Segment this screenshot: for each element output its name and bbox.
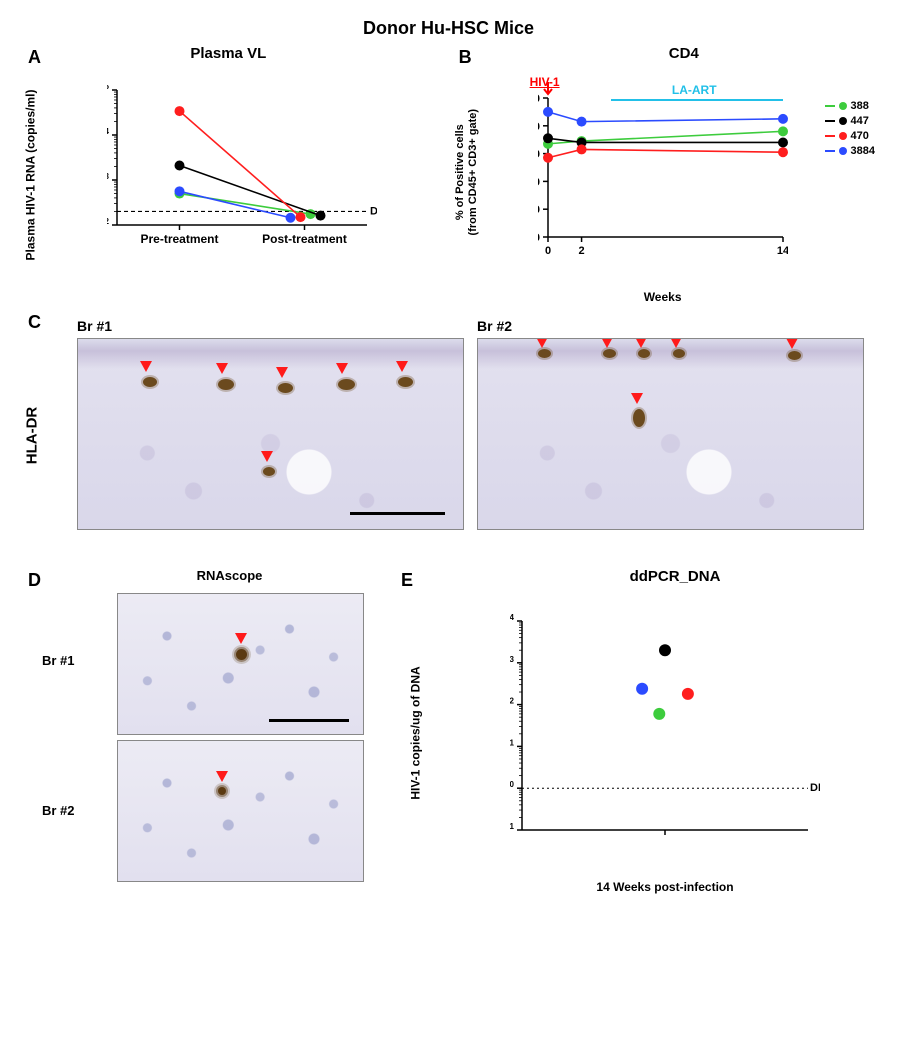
svg-text:0: 0 [545,245,551,257]
panel-c-sidelabel: HLA-DR [24,406,41,464]
legend-item-388: 388 [825,100,875,112]
panel-b: B CD4 % of Positive cells (from CD45+ CD… [453,45,875,300]
c-br2-label: Br #2 [477,318,512,334]
svg-text:103: 103 [107,172,110,187]
svg-text:105: 105 [107,85,110,97]
panel-b-xlabel: Weeks [538,290,788,304]
svg-text:Post-treatment: Post-treatment [262,232,347,246]
panel-a-ylabel: Plasma HIV-1 RNA (copies/ml) [23,90,37,261]
micrograph-c2 [477,338,864,530]
svg-text:0: 0 [538,232,540,244]
d-br1-label: Br #1 [42,653,75,668]
panel-d-label: D [28,570,41,591]
svg-text:103: 103 [510,655,515,670]
svg-text:2: 2 [578,245,584,257]
panel-b-label: B [459,47,472,68]
svg-text:102: 102 [107,217,110,232]
panel-b-ylabel2: (from CD45+ CD3+ gate) [468,109,481,236]
svg-text:100: 100 [510,780,515,795]
svg-text:60: 60 [538,149,540,161]
legend: 388 447 470 3884 [825,100,875,160]
figure-title: Donor Hu-HSC Mice [22,18,875,39]
legend-item-470: 470 [825,130,875,142]
panel-e-xlabel: 14 Weeks post-infection [510,880,820,894]
panel-b-ylabel1: % of Positive cells [454,109,467,236]
legend-item-3884: 3884 [825,145,875,157]
panel-a-label: A [28,47,41,68]
svg-text:104: 104 [510,613,515,628]
panel-e-ylabel: HIV-1 copies/ug of DNA [409,666,423,799]
svg-text:Pre-treatment: Pre-treatment [140,232,218,246]
panel-e-chart: 10-1 100 101 102 103 104 DL [510,613,820,848]
panel-b-title: CD4 [493,45,875,62]
svg-text:20: 20 [538,204,540,216]
panel-e-label: E [401,570,413,591]
svg-text:40: 40 [538,176,540,188]
panel-a: A Plasma VL Plasma HIV-1 RNA (copies/ml)… [22,45,435,300]
panel-c: C HLA-DR Br #1 Br #2 [22,310,875,540]
svg-text:100: 100 [538,93,540,105]
micrograph-c1 [77,338,464,530]
legend-item-447: 447 [825,115,875,127]
svg-text:10-1: 10-1 [510,822,515,837]
d-br2-label: Br #2 [42,803,75,818]
panel-a-title: Plasma VL [22,45,435,62]
panel-d: D RNAscope Br #1 Br #2 [22,568,377,898]
svg-text:DL: DL [810,782,820,794]
panel-e-title: ddPCR_DNA [485,568,865,585]
svg-text:14: 14 [776,245,787,257]
panel-a-chart: 102 103 104 105 Pre-treatment Post-treatment D… [107,85,377,250]
c-br1-label: Br #1 [77,318,112,334]
svg-text:80: 80 [538,121,540,133]
panel-c-label: C [28,312,41,333]
svg-text:DL: DL [370,205,377,217]
panel-b-chart: 0 20 40 60 80 100 0 2 14 [538,80,788,265]
svg-text:102: 102 [510,697,515,712]
panel-e: E ddPCR_DNA HIV-1 copies/ug of DNA 10-11… [395,568,865,898]
panel-d-title: RNAscope [82,568,377,583]
svg-text:104: 104 [107,127,110,142]
micrograph-d1 [117,593,364,735]
micrograph-d2 [117,740,364,882]
svg-text:101: 101 [510,738,515,753]
